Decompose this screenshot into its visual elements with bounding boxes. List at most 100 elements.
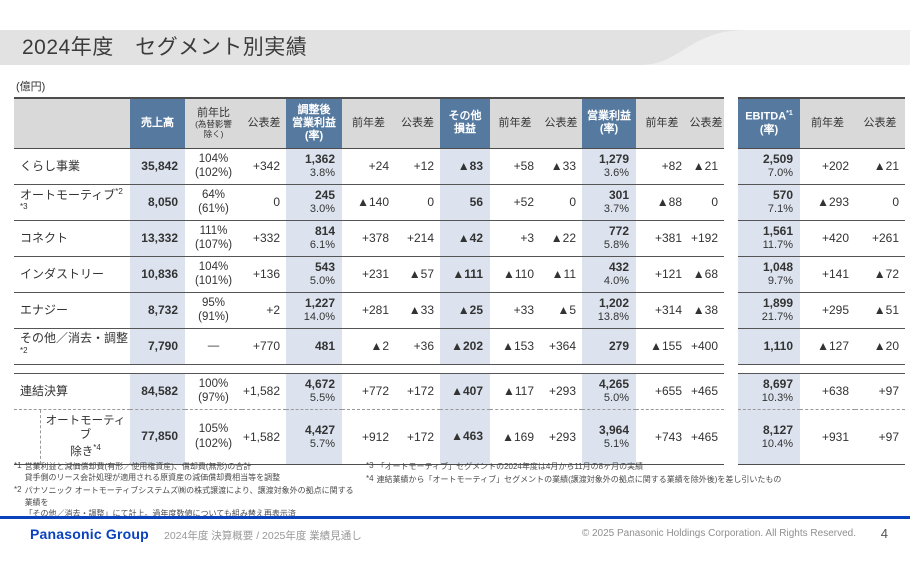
cell-value: 481 xyxy=(314,338,335,353)
cell-rate: 11.7% xyxy=(762,238,793,251)
cell-value: 35,842 xyxy=(141,158,178,173)
cell: +931 xyxy=(800,408,855,466)
cell: +172 xyxy=(395,372,440,409)
cell: 13,332 xyxy=(130,220,185,257)
cell-value: 3,964 xyxy=(598,422,629,437)
cell-value: 8,697 xyxy=(762,376,793,391)
cell: +378 xyxy=(342,220,395,257)
cell-value: 10,836 xyxy=(141,266,178,281)
cell-rate: 5.0% xyxy=(309,274,335,287)
cell: 301 3.7% xyxy=(582,184,636,221)
footnote: *1 営業利益と減価償却費(有形／使用権資産)、償却費(無形)の合計 貸手側のリー… xyxy=(14,461,359,483)
cell-value: 814 xyxy=(314,223,335,238)
table-gap-cell xyxy=(724,409,738,465)
col-header-yoy-main: 前年比 xyxy=(197,107,230,120)
page-number: 4 xyxy=(880,526,888,541)
cell-rate: 10.3% xyxy=(761,391,793,404)
cell: 814 6.1% xyxy=(286,220,342,257)
cell-value: 1,110 xyxy=(763,338,793,353)
footnotes-right: *3 「オートモーティブ」セグメントの2024年度は4月から11月の8ヶ月の実績 *… xyxy=(366,461,904,487)
cell: +400 xyxy=(688,328,724,365)
cell: ▲68 xyxy=(688,256,724,293)
cell-rate: 5.0% xyxy=(603,391,629,404)
col-header-vs-prev-year: 前年差 xyxy=(342,97,395,149)
cell: ▲140 xyxy=(342,184,395,221)
col-header-adj-op: 調整後 営業利益 (率) xyxy=(286,97,342,149)
table-row: インダストリー 10,836 104% (101%) +136 543 5.0% +231 ▲… xyxy=(14,256,905,293)
col-header-vs-guidance: 公表差 xyxy=(395,97,440,149)
cell: +912 xyxy=(342,408,395,466)
col-header-vs-prev-year: 前年差 xyxy=(636,97,688,149)
cell: ▲57 xyxy=(395,256,440,293)
cell-rate: 4.0% xyxy=(603,274,629,287)
cell: +293 xyxy=(540,408,582,466)
cell: +381 xyxy=(636,220,688,257)
table-gap-cell xyxy=(724,184,738,220)
footnote-text: 営業利益と減価償却費(有形／使用権資産)、償却費(無形)の合計 貸手側のリース会… xyxy=(24,462,281,483)
row-label-footnote-ref: *4 xyxy=(93,443,101,453)
cell-value: 772 xyxy=(608,223,629,238)
cell: 3,964 5.1% xyxy=(582,408,636,466)
row-label: くらし事業 xyxy=(14,148,130,185)
cell: +293 xyxy=(540,372,582,409)
cell: — xyxy=(185,328,242,365)
table-row: エナジー 8,732 95% (91%) +2 1,227 14.0% +281 ▲33 ▲25… xyxy=(14,292,905,329)
cell-value: 245 xyxy=(314,187,335,202)
cell: +24 xyxy=(342,148,395,185)
table-body: くらし事業 35,842 104% (102%) +342 1,362 3.8% +24 +1… xyxy=(14,148,905,466)
cell: 1,227 14.0% xyxy=(286,292,342,329)
cell-value: 4,265 xyxy=(598,376,629,391)
footnote-text: 連結業績から「オートモーティブ」セグメントの業績(譲渡対象外の拠点に関する業績を… xyxy=(376,475,782,485)
cell: +314 xyxy=(636,292,688,329)
deck-title: 2024年度 決算概要 / 2025年度 業績見通し xyxy=(164,530,362,542)
cell-rate: 3.6% xyxy=(603,166,629,179)
cell-rate: 21.7% xyxy=(761,310,793,323)
cell: 35,842 xyxy=(130,148,185,185)
cell: 245 3.0% xyxy=(286,184,342,221)
cell: ▲38 xyxy=(688,292,724,329)
cell: +141 xyxy=(800,256,855,293)
cell: 10,836 xyxy=(130,256,185,293)
cell: ▲407 xyxy=(440,372,490,409)
cell: ▲110 xyxy=(490,256,540,293)
cell: +364 xyxy=(540,328,582,365)
cell: 543 5.0% xyxy=(286,256,342,293)
footnote-mark: *3 xyxy=(366,461,374,470)
cell: ▲11 xyxy=(540,256,582,293)
cell: ▲293 xyxy=(800,184,855,221)
cell: +465 xyxy=(688,408,724,466)
segment-results-table-wrap: 売上高 前年比 (為替影響 除く) 公表差 調整後 営業利益 (率) 前年差 公表… xyxy=(14,97,905,466)
cell: 432 4.0% xyxy=(582,256,636,293)
cell: +97 xyxy=(855,372,905,409)
table-row: コネクト 13,332 111% (107%) +332 814 6.1% +378 +214… xyxy=(14,220,905,257)
footnote-mark: *2 xyxy=(14,485,22,495)
cell: ▲22 xyxy=(540,220,582,257)
row-label-footnote-ref: *2 xyxy=(20,345,28,355)
cell: ▲20 xyxy=(855,328,905,365)
cell: +2 xyxy=(242,292,286,329)
col-header-other-pl: その他 損益 xyxy=(440,97,490,149)
cell-rate: 3.0% xyxy=(309,202,335,215)
cell: +58 xyxy=(490,148,540,185)
cell-rate: 10.4% xyxy=(761,437,793,450)
cell: 8,732 xyxy=(130,292,185,329)
cell-value: ▲83 xyxy=(457,158,483,173)
segment-results-table: 売上高 前年比 (為替影響 除く) 公表差 調整後 営業利益 (率) 前年差 公表… xyxy=(14,97,905,466)
footnote-text: パナソニック オートモーティブシステムズ㈱の株式譲渡により、譲渡対象外の拠点に関… xyxy=(24,486,354,518)
cell-value: 4,427 xyxy=(304,422,335,437)
cell: 104% (101%) xyxy=(185,256,242,293)
row-label: インダストリー xyxy=(14,256,130,293)
cell-value: ▲111 xyxy=(452,266,483,281)
cell: 84,582 xyxy=(130,372,185,409)
row-label-footnote-ref: *2 *3 xyxy=(20,186,123,211)
cell: 1,899 21.7% xyxy=(738,292,800,329)
cell: ▲33 xyxy=(395,292,440,329)
row-label: エナジー xyxy=(14,292,130,329)
col-header-vs-guidance: 公表差 xyxy=(688,97,724,149)
cell: ▲117 xyxy=(490,372,540,409)
table-header-row: 売上高 前年比 (為替影響 除く) 公表差 調整後 営業利益 (率) 前年差 公表… xyxy=(14,97,905,149)
cell: 8,127 10.4% xyxy=(738,408,800,466)
cell: 111% (107%) xyxy=(185,220,242,257)
footnotes: *1 営業利益と減価償却費(有形／使用権資産)、償却費(無形)の合計 貸手側のリー… xyxy=(14,461,904,518)
cell: ▲33 xyxy=(540,148,582,185)
